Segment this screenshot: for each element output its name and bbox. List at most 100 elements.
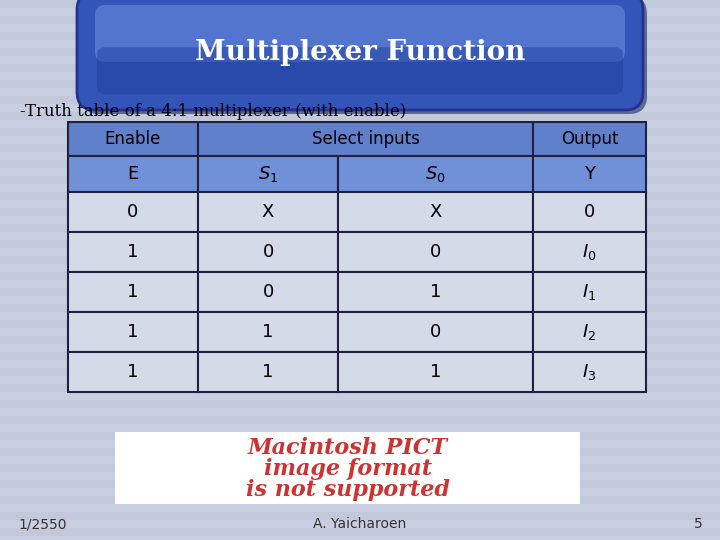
Bar <box>0 288 720 296</box>
Text: E: E <box>127 165 139 183</box>
Bar <box>198 232 338 272</box>
Bar <box>0 16 720 24</box>
Text: 0: 0 <box>262 283 274 301</box>
Bar <box>338 232 533 272</box>
Bar <box>0 192 720 200</box>
Bar <box>0 368 720 376</box>
Text: 1: 1 <box>430 283 441 301</box>
Bar <box>338 156 533 192</box>
Bar <box>0 48 720 56</box>
Bar <box>0 304 720 312</box>
Bar <box>0 224 720 232</box>
Text: 0: 0 <box>430 323 441 341</box>
Text: 1: 1 <box>430 363 441 381</box>
FancyBboxPatch shape <box>81 0 647 114</box>
Bar <box>0 320 720 328</box>
FancyBboxPatch shape <box>77 0 643 110</box>
Bar <box>0 144 720 152</box>
Text: $I_0$: $I_0$ <box>582 242 597 262</box>
Bar <box>198 192 338 232</box>
Text: Enable: Enable <box>105 130 161 148</box>
Bar <box>0 432 720 440</box>
Bar <box>0 240 720 248</box>
Bar <box>198 122 533 156</box>
Text: 1: 1 <box>127 363 139 381</box>
Bar <box>68 122 198 156</box>
Bar <box>0 512 720 520</box>
Bar <box>0 464 720 472</box>
Text: A. Yaicharoen: A. Yaicharoen <box>313 517 407 531</box>
Bar <box>0 32 720 40</box>
Bar <box>0 528 720 536</box>
Bar <box>338 312 533 352</box>
Text: 1/2550: 1/2550 <box>18 517 66 531</box>
Text: 5: 5 <box>694 517 703 531</box>
Text: 1: 1 <box>127 283 139 301</box>
Bar <box>68 232 198 272</box>
Text: is not supported: is not supported <box>246 479 450 501</box>
Bar <box>0 480 720 488</box>
FancyBboxPatch shape <box>97 47 623 94</box>
Bar <box>338 352 533 392</box>
Text: 1: 1 <box>262 363 274 381</box>
Text: Select inputs: Select inputs <box>312 130 420 148</box>
Text: Multiplexer Function: Multiplexer Function <box>195 39 525 66</box>
Bar <box>0 416 720 424</box>
Text: $I_1$: $I_1$ <box>582 282 597 302</box>
Text: 1: 1 <box>127 323 139 341</box>
Bar <box>338 192 533 232</box>
Bar <box>533 122 646 156</box>
Text: 0: 0 <box>584 203 595 221</box>
Bar <box>198 156 338 192</box>
Bar <box>198 312 338 352</box>
Text: $I_2$: $I_2$ <box>582 322 597 342</box>
Text: -Truth table of a 4:1 multiplexer (with enable): -Truth table of a 4:1 multiplexer (with … <box>20 104 406 120</box>
Text: 0: 0 <box>430 243 441 261</box>
Bar <box>0 352 720 360</box>
Bar <box>533 156 646 192</box>
Bar <box>68 156 198 192</box>
Bar <box>0 208 720 216</box>
Bar <box>0 0 720 8</box>
Text: $I_3$: $I_3$ <box>582 362 597 382</box>
FancyBboxPatch shape <box>95 5 625 62</box>
Bar <box>68 192 198 232</box>
Bar <box>0 272 720 280</box>
Text: $S_0$: $S_0$ <box>426 164 446 184</box>
Text: Y: Y <box>584 165 595 183</box>
Bar <box>0 80 720 88</box>
Bar <box>0 496 720 504</box>
Bar <box>198 352 338 392</box>
Bar <box>533 312 646 352</box>
Bar <box>0 128 720 136</box>
Bar <box>68 352 198 392</box>
Bar <box>68 272 198 312</box>
Bar <box>0 112 720 120</box>
Bar <box>533 352 646 392</box>
Text: X: X <box>429 203 441 221</box>
Bar <box>0 160 720 168</box>
Text: 1: 1 <box>262 323 274 341</box>
Bar <box>533 232 646 272</box>
Bar <box>0 256 720 264</box>
Bar <box>0 400 720 408</box>
Bar <box>0 64 720 72</box>
Bar <box>0 336 720 344</box>
Bar <box>198 272 338 312</box>
Bar <box>68 312 198 352</box>
Bar <box>0 176 720 184</box>
Text: image format: image format <box>264 458 432 480</box>
Bar <box>115 432 580 504</box>
Bar <box>0 448 720 456</box>
Bar <box>0 384 720 392</box>
Bar <box>0 96 720 104</box>
Text: 0: 0 <box>262 243 274 261</box>
Text: 0: 0 <box>127 203 139 221</box>
Bar <box>533 192 646 232</box>
Text: Output: Output <box>561 130 618 148</box>
Text: X: X <box>262 203 274 221</box>
Text: $S_1$: $S_1$ <box>258 164 278 184</box>
Text: 1: 1 <box>127 243 139 261</box>
Bar <box>338 272 533 312</box>
Text: Macintosh PICT: Macintosh PICT <box>248 437 448 459</box>
